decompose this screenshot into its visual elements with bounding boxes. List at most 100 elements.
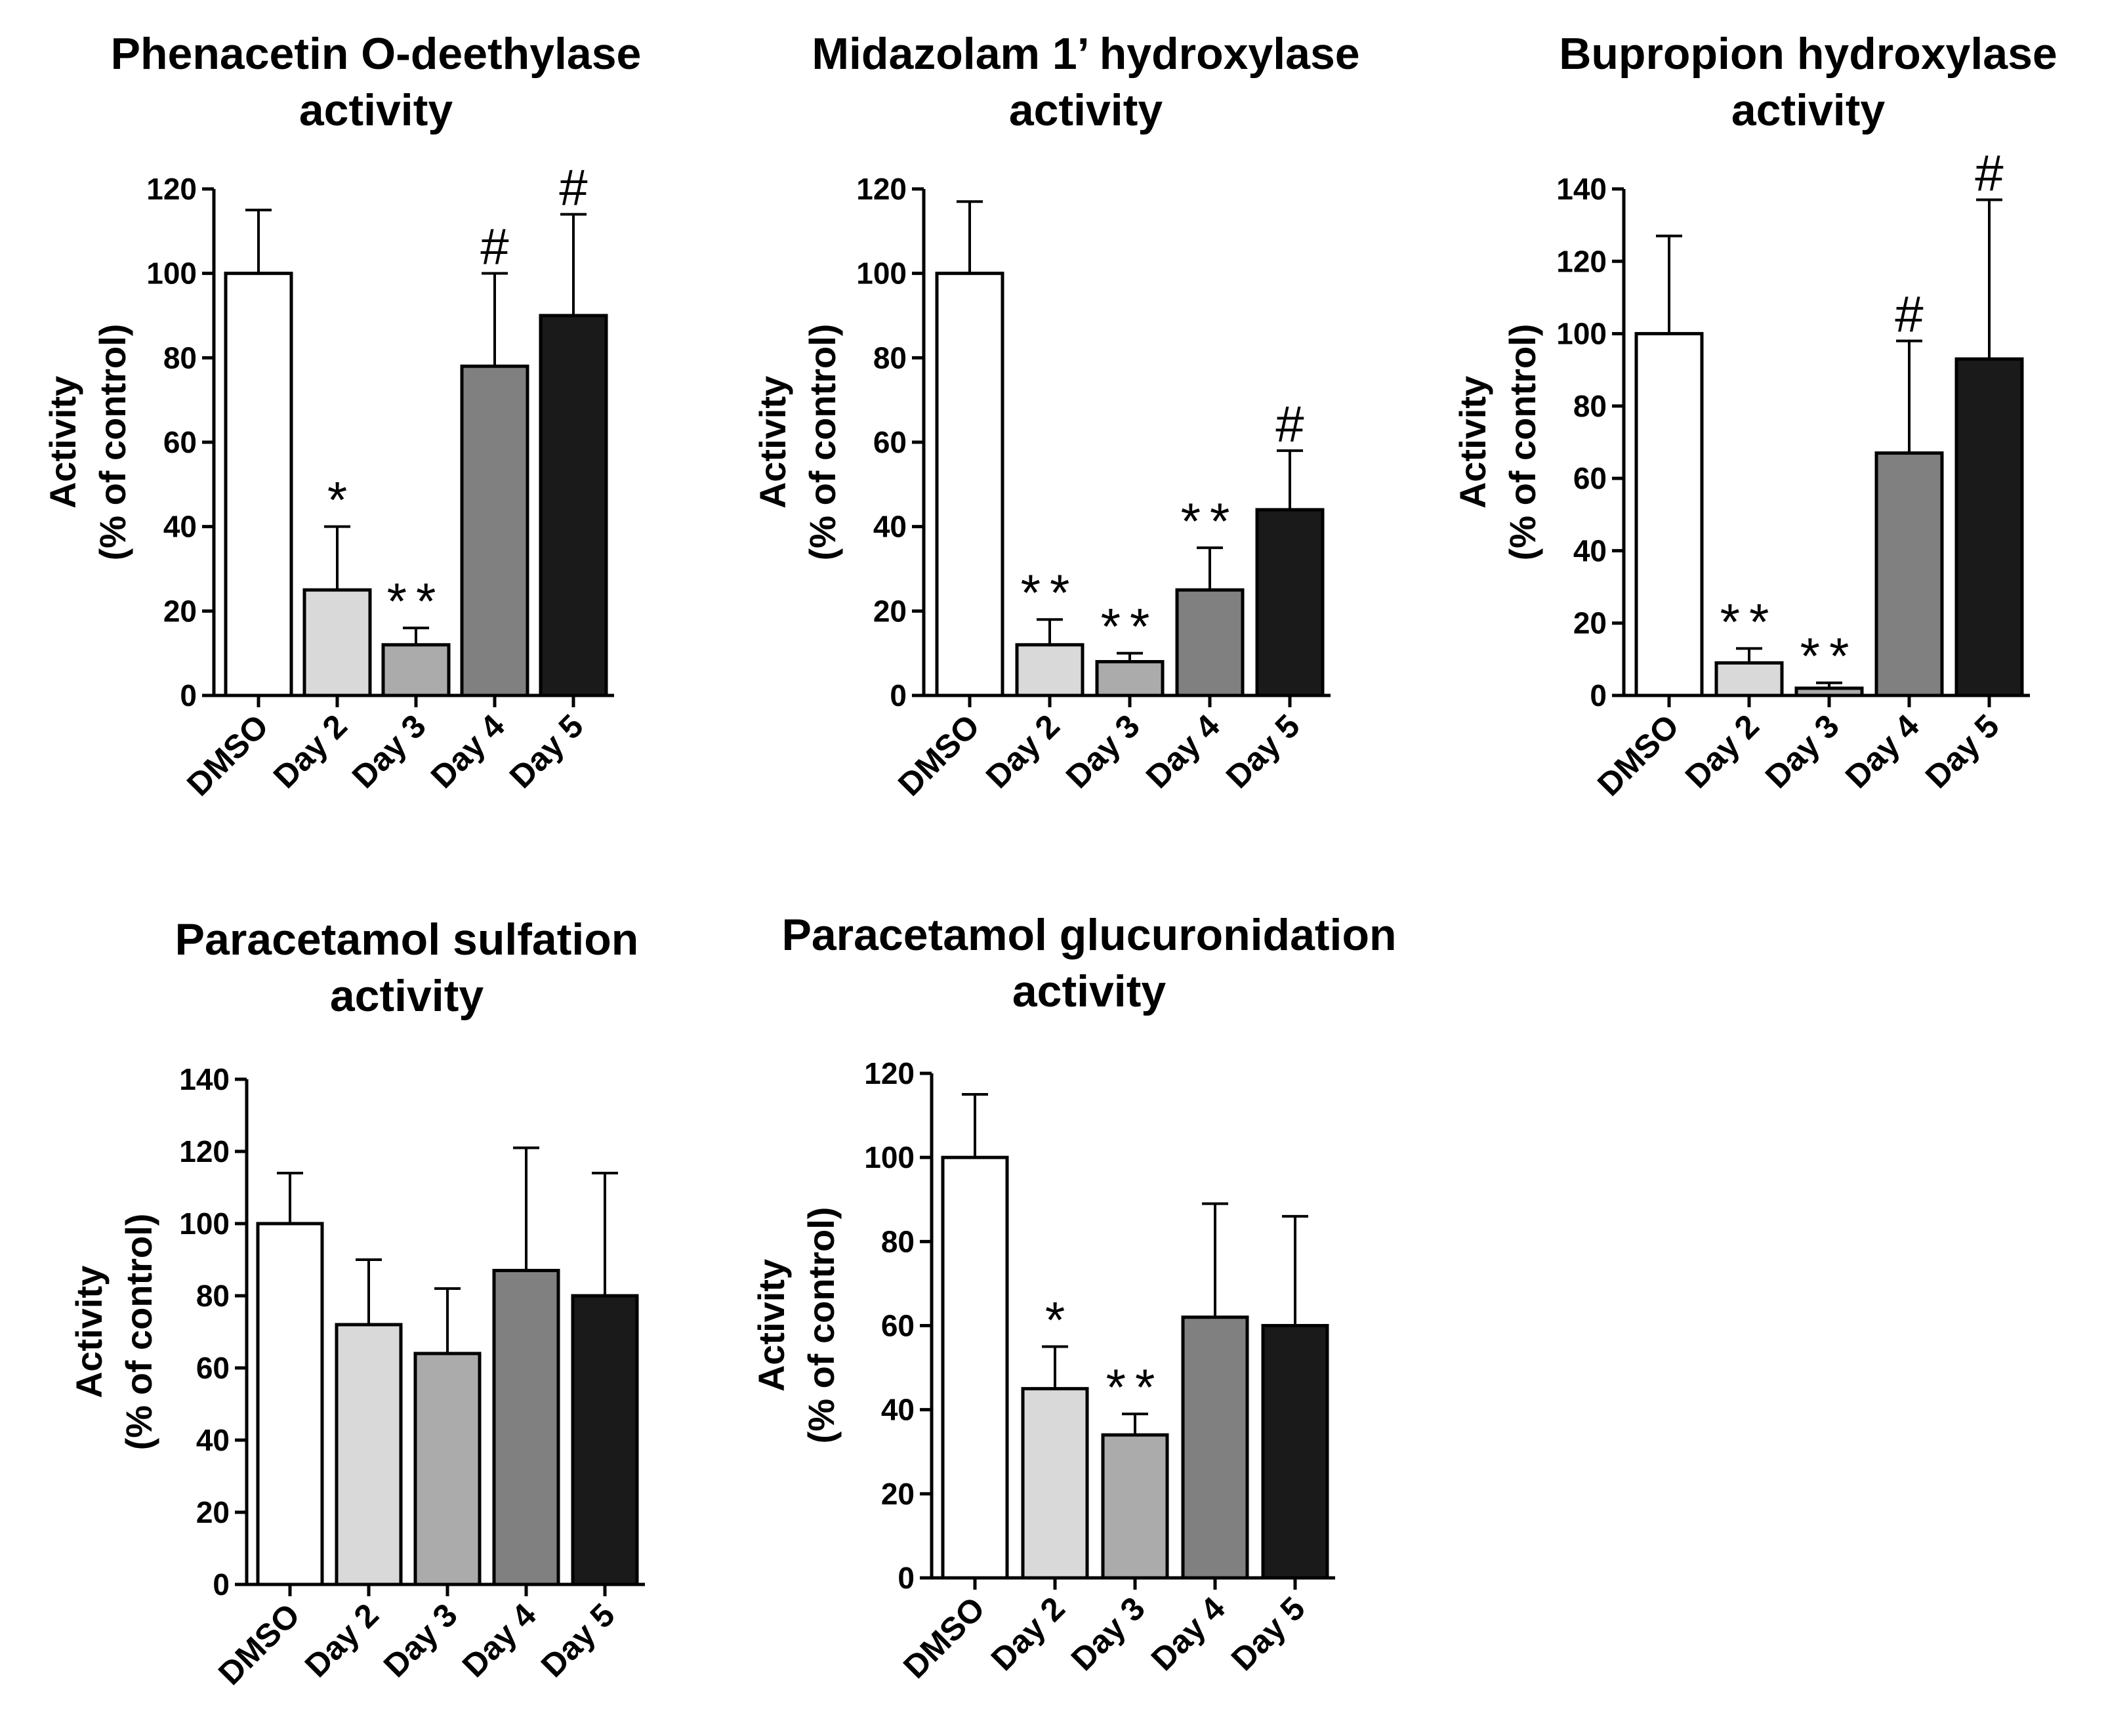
y-tick-label: 140 — [1556, 172, 1607, 206]
y-axis-label: Activity — [68, 1266, 110, 1398]
chart-title: activity — [1012, 966, 1167, 1016]
bar — [224, 272, 293, 697]
y-tick-label: 60 — [163, 425, 197, 459]
bar — [492, 1269, 560, 1586]
bar — [1714, 661, 1784, 697]
x-tick-label: Day 5 — [1224, 1590, 1312, 1678]
x-tick-label: Day 4 — [1139, 707, 1227, 795]
y-tick-label: 0 — [1590, 678, 1607, 713]
significance-mark: ** — [1181, 492, 1239, 550]
chart-title: Midazolam 1’ hydroxylase — [812, 29, 1359, 79]
bar — [1634, 332, 1704, 697]
y-tick-label: 40 — [196, 1423, 230, 1457]
bar — [302, 588, 372, 697]
x-tick-label: Day 4 — [1838, 707, 1926, 795]
y-tick-label: 120 — [1556, 244, 1607, 278]
y-tick-label: 100 — [864, 1140, 915, 1174]
y-axis-label: (% of control) — [800, 1207, 842, 1444]
chart-title: activity — [299, 85, 453, 135]
y-tick-label: 80 — [196, 1279, 230, 1313]
x-tick-label: Day 5 — [534, 1596, 622, 1684]
y-tick-label: 20 — [196, 1495, 230, 1529]
bar — [460, 364, 529, 697]
x-tick-label: Day 2 — [266, 707, 354, 795]
x-tick-label: Day 5 — [1918, 707, 2006, 795]
y-tick-label: 40 — [881, 1393, 915, 1427]
x-tick-label: Day 2 — [984, 1590, 1072, 1678]
y-tick-label: 80 — [163, 341, 197, 375]
chart-title: activity — [1731, 85, 1886, 135]
chart-title: Bupropion hydroxylase — [1559, 29, 2057, 79]
bar — [935, 272, 1004, 697]
x-tick-label: Day 3 — [1064, 1590, 1152, 1678]
x-tick-label: Day 5 — [1219, 707, 1307, 795]
x-tick-label: Day 5 — [503, 707, 590, 795]
y-axis-label: (% of control) — [92, 324, 133, 561]
y-tick-label: 100 — [1556, 317, 1607, 351]
bar — [1095, 660, 1165, 697]
panel-glucuronidation: Paracetamol glucuronidation activity Activ… — [751, 910, 1397, 1685]
bar — [539, 314, 608, 697]
panel-sulfation: Paracetamol sulfation activity Activity (% … — [68, 915, 645, 1692]
panel-phenacetin: Phenacetin O-deethylase activity Activity(… — [42, 29, 641, 803]
bar — [1874, 451, 1944, 697]
x-tick-label: Day 4 — [455, 1596, 543, 1684]
significance-mark: # — [1895, 285, 1923, 343]
y-axis-label: Activity — [752, 376, 793, 508]
significance-mark: ** — [387, 572, 445, 630]
bar — [1954, 357, 2024, 697]
y-tick-label: 40 — [873, 510, 907, 544]
y-tick-label: 140 — [179, 1062, 230, 1096]
x-tick-label: Day 2 — [298, 1596, 386, 1684]
y-tick-label: 0 — [898, 1561, 915, 1595]
y-axis-label: (% of control) — [802, 324, 843, 561]
bar — [413, 1352, 482, 1586]
chart-title: Phenacetin O-deethylase — [111, 29, 642, 79]
significance-mark: # — [1275, 395, 1304, 453]
y-tick-label: 80 — [881, 1224, 915, 1258]
x-tick-label: Day 2 — [979, 707, 1067, 795]
y-tick-label: 60 — [873, 425, 907, 459]
chart-title: Paracetamol glucuronidation — [781, 910, 1396, 960]
y-tick-label: 0 — [213, 1567, 230, 1602]
bar — [381, 643, 451, 697]
x-tick-label: DMSO — [1590, 707, 1686, 803]
y-tick-label: 100 — [146, 257, 197, 291]
x-tick-label: Day 4 — [1144, 1590, 1232, 1678]
y-axis-label: Activity — [1452, 376, 1493, 508]
significance-mark: ** — [1800, 627, 1859, 685]
x-tick-label: Day 4 — [424, 707, 512, 795]
y-tick-label: 100 — [856, 257, 907, 291]
y-tick-label: 40 — [163, 510, 197, 544]
x-tick-label: DMSO — [891, 707, 987, 803]
x-tick-label: Day 3 — [345, 707, 433, 795]
bar — [1255, 508, 1325, 697]
bar — [1021, 1387, 1089, 1580]
bar — [941, 1155, 1009, 1580]
y-axis-label: Activity — [42, 376, 83, 508]
significance-mark: # — [480, 218, 508, 276]
bar — [571, 1294, 639, 1586]
y-tick-label: 120 — [146, 172, 197, 206]
bar — [1175, 588, 1245, 697]
bar — [1794, 686, 1864, 697]
y-tick-label: 20 — [163, 594, 197, 628]
significance-mark: ** — [1101, 598, 1159, 655]
chart-title: activity — [330, 971, 484, 1021]
bar — [1015, 643, 1085, 697]
bar — [256, 1222, 324, 1586]
y-tick-label: 20 — [873, 594, 907, 628]
bar — [1261, 1324, 1329, 1580]
y-tick-label: 20 — [881, 1477, 915, 1511]
y-tick-label: 60 — [1573, 461, 1607, 495]
y-tick-label: 60 — [196, 1351, 230, 1385]
y-axis-label: (% of control) — [118, 1214, 159, 1451]
x-tick-label: Day 3 — [1059, 707, 1147, 795]
y-tick-label: 80 — [1573, 389, 1607, 423]
y-tick-label: 0 — [890, 678, 907, 713]
y-tick-label: 0 — [180, 678, 197, 713]
significance-mark: ** — [1021, 564, 1079, 621]
bar — [1181, 1315, 1249, 1580]
bar — [335, 1323, 403, 1586]
